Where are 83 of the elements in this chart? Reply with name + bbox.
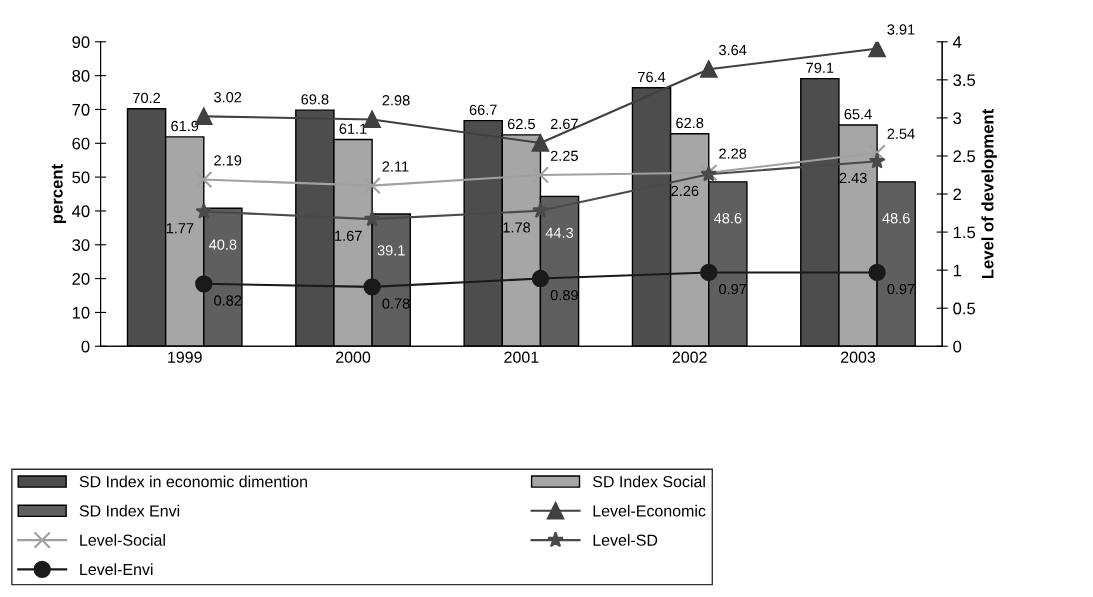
- point: [700, 60, 718, 78]
- data-label: 3.91: [887, 24, 915, 35]
- y2-tick-label: 4: [952, 36, 962, 48]
- data-label: 79.1: [806, 62, 834, 73]
- data-label: 70.2: [133, 92, 161, 104]
- y2-tick-label: 0: [953, 340, 962, 353]
- data-label: 2.67: [550, 118, 578, 130]
- y2-tick-label: 2: [953, 188, 962, 201]
- y-tick-label: 90: [72, 36, 90, 48]
- point: [868, 152, 886, 169]
- data-label: 2.54: [887, 128, 915, 139]
- data-label: 3.64: [719, 44, 747, 56]
- y2-tick-label: 1: [953, 264, 962, 277]
- y-axis-title: percent: [51, 164, 67, 224]
- point: [531, 134, 550, 152]
- point: [531, 269, 550, 288]
- y2-tick-label: 0.5: [953, 302, 976, 315]
- data-label: 2.11: [382, 161, 409, 172]
- data-label: 2.26: [671, 185, 699, 197]
- data-label: 1.78: [503, 222, 531, 233]
- point: [700, 263, 718, 282]
- data-label: 0.82: [214, 295, 242, 306]
- point: [363, 278, 381, 296]
- legend-label: SD Index in economic dimention: [79, 475, 307, 488]
- y2-tick-label: 2.5: [953, 150, 976, 163]
- data-label: 0.97: [887, 283, 915, 295]
- y-tick-label: 60: [72, 137, 90, 150]
- y-tick-label: 80: [72, 70, 90, 82]
- legend-label: Level-Envi: [80, 563, 153, 576]
- x-tick-label: 2001: [504, 351, 539, 363]
- point: [531, 166, 550, 184]
- data-label: 61.9: [171, 120, 199, 132]
- y-tick-label: 10: [72, 306, 90, 319]
- legend-label: Level-Social: [80, 534, 165, 546]
- data-label: 2.19: [214, 155, 242, 166]
- point: [195, 170, 213, 189]
- y2-tick-label: 1.5: [953, 226, 976, 239]
- point: [363, 176, 381, 195]
- data-label: 3.02: [214, 92, 242, 103]
- data-label: 1.67: [335, 230, 362, 241]
- data-label: 2.98: [382, 95, 410, 106]
- point: [532, 202, 549, 218]
- y-tick-label: 30: [72, 239, 90, 251]
- data-label: 1.77: [166, 223, 194, 234]
- data-label: 40.8: [209, 239, 237, 250]
- legend-label: SD Index Social: [593, 475, 705, 488]
- point: [868, 41, 886, 58]
- data-label: 39.1: [377, 245, 405, 256]
- data-label: 2.28: [719, 148, 747, 159]
- legend-label: Level-Economic: [593, 504, 706, 517]
- data-label: 76.4: [638, 71, 666, 83]
- y-tick-label: 70: [72, 103, 90, 116]
- point: [363, 210, 381, 227]
- legend-label: SD Index Envi: [79, 504, 180, 517]
- data-label: 66.7: [469, 104, 497, 115]
- x-tick-label: 1999: [168, 351, 202, 363]
- data-label: 44.3: [545, 227, 574, 238]
- data-label: 69.8: [301, 94, 329, 105]
- point: [868, 263, 886, 282]
- data-label: 48.6: [882, 213, 910, 224]
- point: [195, 275, 213, 293]
- y2-tick-label: 3: [953, 112, 962, 125]
- data-label: 61.1: [339, 123, 367, 134]
- y-tick-label: 0: [81, 340, 90, 353]
- data-label: 0.89: [550, 290, 578, 301]
- y-tick-label: 40: [71, 205, 90, 218]
- data-label: 62.8: [676, 117, 704, 129]
- x-tick-label: 2002: [672, 351, 707, 363]
- y-tick-label: 20: [72, 273, 90, 285]
- data-label: 65.4: [844, 109, 872, 120]
- x-tick-label: 2003: [841, 351, 876, 363]
- data-label: 0.78: [382, 298, 410, 309]
- data-label: 0.97: [719, 283, 747, 295]
- data-label: 48.6: [713, 213, 742, 224]
- x-tick-label: 2000: [336, 351, 371, 363]
- point: [868, 144, 886, 162]
- data-label: 2.25: [550, 150, 578, 161]
- y2-axis-title: Level of development: [981, 109, 997, 279]
- data-label: 62.5: [507, 118, 535, 130]
- y-tick-label: 50: [72, 171, 90, 184]
- point: [195, 202, 213, 219]
- legend-label: Level-SD: [593, 534, 658, 546]
- y2-tick-label: 3.5: [953, 74, 976, 87]
